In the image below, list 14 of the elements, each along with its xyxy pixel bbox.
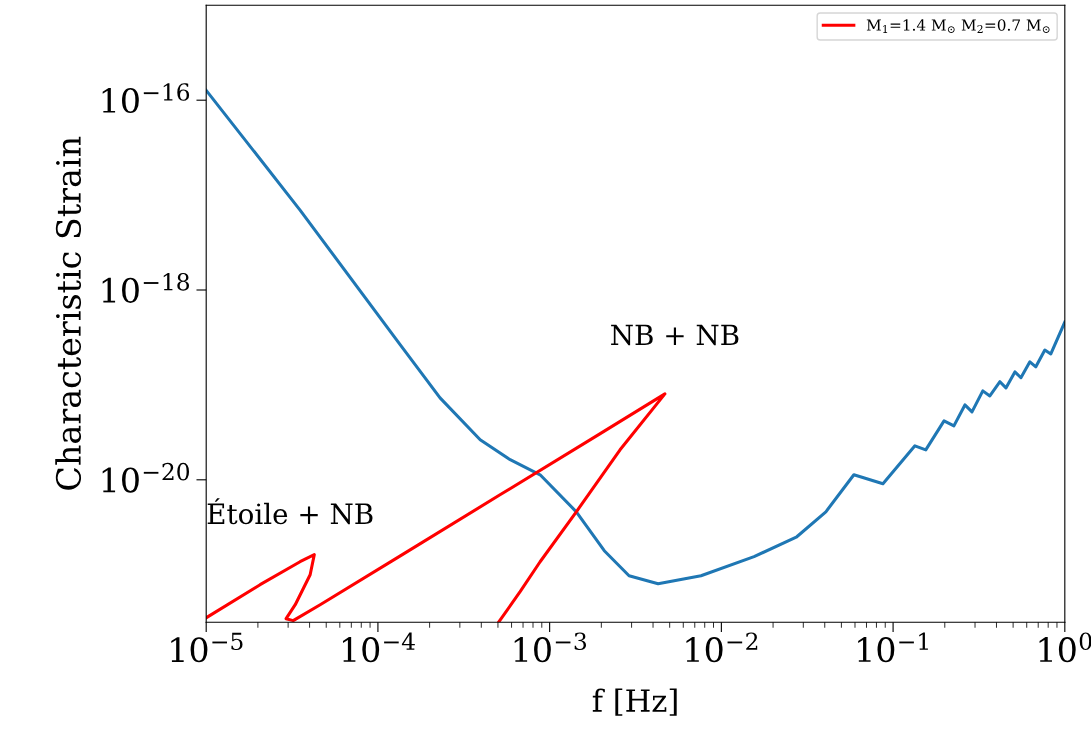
y-tick-label: 10$^{−18}$: [102, 273, 189, 303]
legend-label: M$_{1}$=1.4 M$_{⊙}$ M$_{2}$=0.7 M$_{⊙}$: [866, 19, 1050, 33]
x-tick-label: 10$^{−2}$: [686, 632, 758, 663]
annotation: NB + NB: [611, 324, 739, 346]
x-tick-label: 10$^{−3}$: [514, 632, 587, 663]
x-tick-label: 10$^{−5}$: [171, 632, 243, 663]
annotation: Étoile + NB: [207, 498, 373, 525]
y-axis-title: Characteristic Strain: [55, 136, 82, 490]
x-tick-label: 10$^{−1}$: [858, 632, 928, 663]
x-tick-label: 10$^{0}$: [1039, 632, 1091, 663]
y-tick-label: 10$^{−20}$: [102, 462, 190, 493]
x-tick-label: 10$^{−4}$: [342, 632, 415, 663]
y-tick-label: 10$^{−16}$: [102, 83, 190, 114]
x-axis-title: f [Hz]: [592, 688, 677, 716]
